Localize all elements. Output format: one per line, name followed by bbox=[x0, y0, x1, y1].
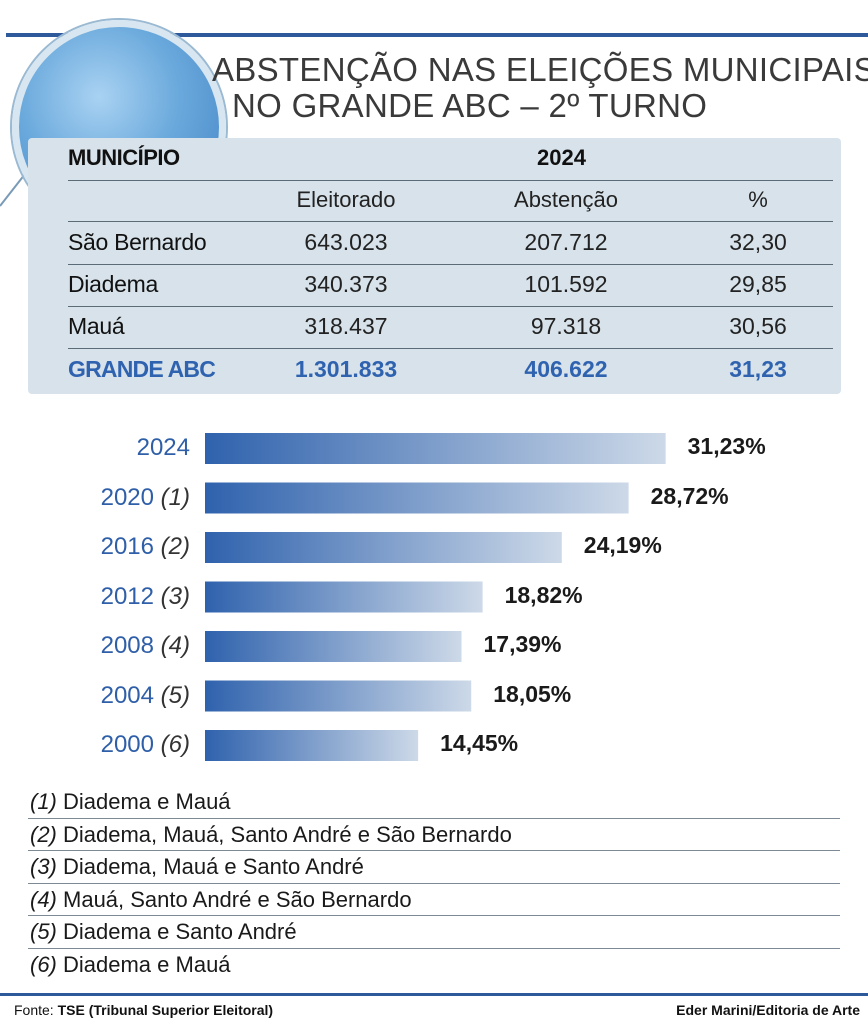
bar-2016 bbox=[205, 532, 562, 563]
bottom-rule bbox=[0, 993, 868, 996]
footnote-item: (3) Diadema, Mauá e Santo André bbox=[28, 851, 840, 884]
row-name-maua: Mauá bbox=[68, 313, 125, 339]
footnote-text: Diadema e Mauá bbox=[56, 951, 231, 977]
footnote-item: (1) Diadema e Mauá bbox=[28, 786, 840, 819]
total-abstencao: 406.622 bbox=[524, 356, 608, 382]
category-label-2012: 2012 (3) bbox=[0, 583, 190, 611]
footnote-item: (4) Mauá, Santo André e São Bernardo bbox=[28, 884, 840, 916]
row-abstencao: 97.318 bbox=[530, 313, 602, 339]
bar-2000 bbox=[205, 730, 419, 761]
col-header-eleitorado: Eleitorado bbox=[296, 187, 396, 212]
footnote-mark: (3) bbox=[30, 854, 57, 879]
row-pct: 30,56 bbox=[729, 313, 787, 339]
footnote-mark: (6) bbox=[30, 951, 57, 977]
footnote-mark: (5) bbox=[30, 919, 57, 944]
row-eleitorado: 340.373 bbox=[304, 271, 388, 297]
category-label-2008: 2008 (4) bbox=[0, 632, 190, 660]
bar-2008 bbox=[205, 631, 462, 662]
footnote-item: (5) Diadema e Santo André bbox=[28, 916, 840, 949]
footnote-mark: (2) bbox=[30, 821, 57, 847]
row-abstencao: 101.592 bbox=[524, 271, 608, 297]
source-text: TSE (Tribunal Superior Eleitoral) bbox=[57, 1002, 274, 1018]
row-abstencao: 207.712 bbox=[524, 229, 608, 255]
category-year: 2020 bbox=[100, 483, 154, 511]
value-label-2016: 24,19% bbox=[583, 532, 662, 558]
category-year: 2004 bbox=[100, 681, 154, 709]
table-divider bbox=[68, 180, 833, 181]
footnotes: (1) Diadema e Mauá (2) Diadema, Mauá, San… bbox=[28, 786, 840, 981]
value-label-2024: 31,23% bbox=[687, 433, 766, 459]
bar-2012 bbox=[205, 581, 483, 613]
footnote-text: Diadema, Mauá e Santo André bbox=[56, 854, 364, 879]
row-eleitorado: 318.437 bbox=[304, 313, 388, 339]
category-year: 2012 bbox=[100, 582, 154, 610]
category-label-2004: 2004 (5) bbox=[0, 682, 190, 710]
total-eleitorado: 1.301.833 bbox=[294, 356, 398, 382]
value-label-2000: 14,45% bbox=[440, 730, 519, 756]
row-eleitorado: 643.023 bbox=[304, 229, 388, 255]
table-divider bbox=[68, 348, 833, 349]
value-label-2012: 18,82% bbox=[504, 581, 583, 608]
footnote-text: Mauá, Santo André e São Bernardo bbox=[56, 886, 412, 912]
header-year: 2024 bbox=[537, 145, 586, 170]
value-label-2020: 28,72% bbox=[650, 482, 729, 509]
value-label-2008: 17,39% bbox=[483, 631, 562, 657]
footnote-mark: (1) bbox=[30, 789, 57, 814]
category-note-mark: (6) bbox=[160, 731, 190, 758]
table-divider bbox=[68, 221, 833, 222]
footnote-item: (6) Diadema e Mauá bbox=[28, 949, 840, 982]
bar-2024 bbox=[205, 433, 666, 464]
category-year: 2016 bbox=[100, 533, 154, 560]
table-divider bbox=[68, 306, 833, 307]
category-label-2016: 2016 (2) bbox=[0, 533, 190, 561]
category-label-2020: 2020 (1) bbox=[0, 484, 190, 512]
total-pct: 31,23 bbox=[729, 356, 787, 382]
footnote-text: Diadema, Mauá, Santo André e São Bernard… bbox=[56, 821, 512, 847]
abstention-bar-chart: 2024 31,23% 2020 (1) 28,72% 2016 (2) 24,19% 20… bbox=[0, 415, 868, 775]
category-year: 2000 bbox=[100, 731, 154, 758]
footnote-text: Diadema e Mauá bbox=[56, 789, 231, 814]
category-note-mark: (4) bbox=[160, 632, 190, 659]
source-label: Fonte: bbox=[14, 1002, 54, 1018]
infographic-title: ABSTENÇÃO NAS ELEIÇÕES MUNICIPAIS NO GRA… bbox=[212, 51, 868, 124]
value-label-2004: 18,05% bbox=[493, 680, 572, 707]
category-year: 2008 bbox=[100, 632, 154, 659]
header-municipio: MUNICÍPIO bbox=[68, 145, 180, 170]
category-note-mark: (1) bbox=[160, 483, 190, 511]
category-year: 2024 bbox=[136, 434, 190, 461]
row-name-grande-abc: GRANDE ABC bbox=[68, 356, 216, 382]
footnote-mark: (4) bbox=[30, 886, 57, 912]
category-label-2000: 2000 (6) bbox=[0, 731, 190, 759]
bar-2020 bbox=[205, 482, 629, 514]
col-header-pct: % bbox=[748, 187, 768, 212]
bar-2004 bbox=[205, 680, 472, 712]
col-header-abstencao: Abstenção bbox=[514, 187, 618, 212]
title-line-1: ABSTENÇÃO NAS ELEIÇÕES MUNICIPAIS bbox=[212, 51, 868, 88]
author-credit: Eder Marini/Editoria de Arte bbox=[676, 1002, 860, 1018]
category-label-2024: 2024 bbox=[0, 434, 190, 462]
table-divider bbox=[68, 264, 833, 265]
footnote-item: (2) Diadema, Mauá, Santo André e São Ber… bbox=[28, 819, 840, 851]
category-note-mark: (2) bbox=[160, 533, 190, 560]
row-pct: 29,85 bbox=[729, 271, 787, 297]
row-name-diadema: Diadema bbox=[68, 271, 158, 297]
category-note-mark: (3) bbox=[160, 582, 190, 610]
title-line-2: NO GRANDE ABC – 2º TURNO bbox=[232, 87, 708, 124]
top-rule bbox=[6, 33, 868, 37]
footnote-text: Diadema e Santo André bbox=[56, 919, 297, 944]
row-pct: 32,30 bbox=[729, 229, 787, 255]
row-name-sao-bernardo: São Bernardo bbox=[68, 229, 207, 255]
source-credit: Fonte: TSE (Tribunal Superior Eleitoral) bbox=[14, 1001, 273, 1019]
category-note-mark: (5) bbox=[160, 681, 190, 709]
chart-svg bbox=[205, 433, 666, 761]
